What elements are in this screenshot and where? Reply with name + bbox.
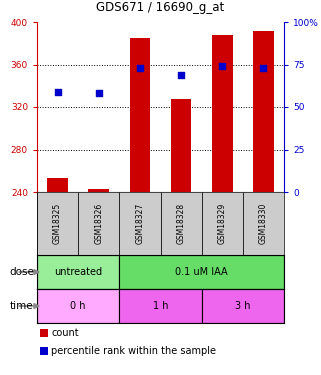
Bar <box>37 255 119 289</box>
Point <box>261 65 266 71</box>
Bar <box>253 30 274 192</box>
Bar <box>130 38 150 192</box>
Text: GSM18327: GSM18327 <box>135 203 144 244</box>
Text: GSM18325: GSM18325 <box>53 203 62 244</box>
Text: 1 h: 1 h <box>153 301 168 311</box>
Bar <box>37 289 119 323</box>
Bar <box>119 255 284 289</box>
Text: dose: dose <box>9 267 34 277</box>
Text: count: count <box>51 328 79 338</box>
Bar <box>243 192 284 255</box>
Point <box>55 89 60 95</box>
Text: GSM18326: GSM18326 <box>94 203 103 244</box>
Bar <box>119 192 160 255</box>
Text: GSM18328: GSM18328 <box>177 203 186 244</box>
Bar <box>119 289 202 323</box>
Text: time: time <box>10 301 34 311</box>
Bar <box>89 189 109 192</box>
Text: percentile rank within the sample: percentile rank within the sample <box>51 346 216 356</box>
Bar <box>171 99 191 192</box>
Text: 3 h: 3 h <box>235 301 251 311</box>
Bar <box>160 192 202 255</box>
Point <box>137 65 143 71</box>
Bar <box>212 35 232 192</box>
Point <box>178 72 184 78</box>
Text: GSM18329: GSM18329 <box>218 203 227 244</box>
Bar <box>78 192 119 255</box>
Bar <box>202 192 243 255</box>
Bar <box>47 178 68 192</box>
Point <box>220 63 225 69</box>
Point <box>96 90 101 96</box>
Bar <box>37 192 78 255</box>
Text: GSM18330: GSM18330 <box>259 203 268 244</box>
Text: 0.1 uM IAA: 0.1 uM IAA <box>175 267 228 277</box>
Text: 0 h: 0 h <box>70 301 86 311</box>
Bar <box>202 289 284 323</box>
Text: untreated: untreated <box>54 267 102 277</box>
Text: GDS671 / 16690_g_at: GDS671 / 16690_g_at <box>96 1 225 14</box>
